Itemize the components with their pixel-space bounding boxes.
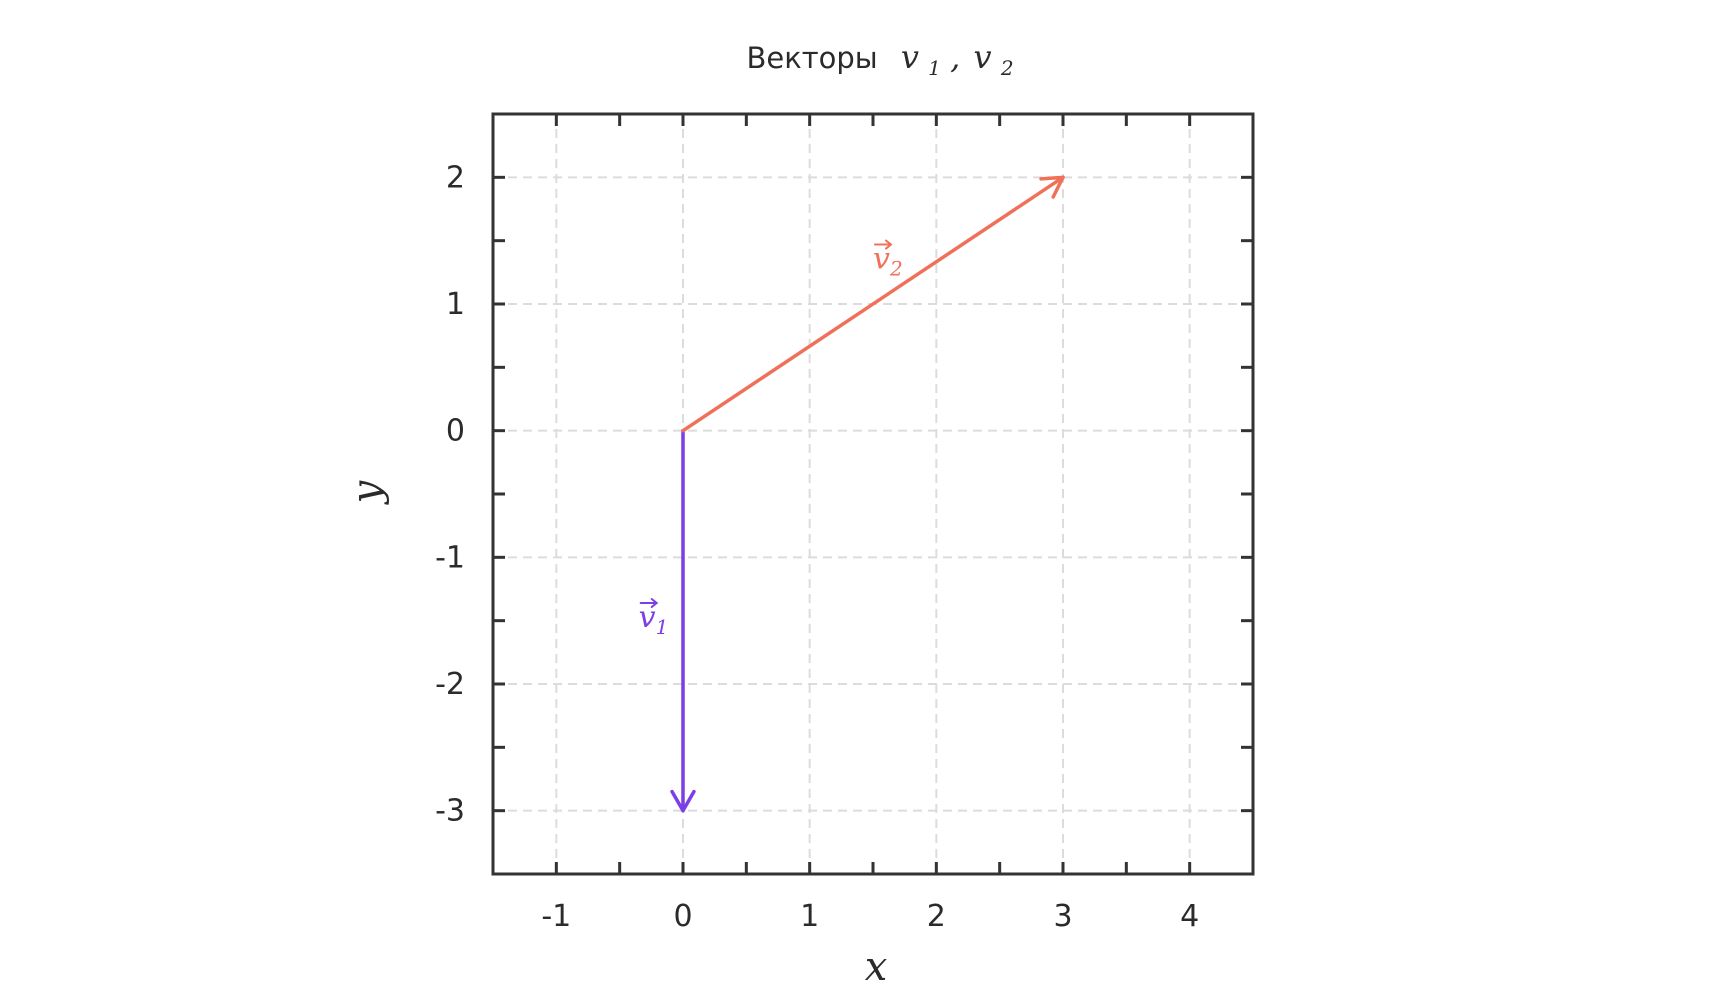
vector-v2-label-text: v2 <box>873 242 903 281</box>
vector-v1-label-arrow <box>639 598 659 608</box>
vector-v2-label: v2 <box>873 239 903 281</box>
y-tick-label: -2 <box>435 667 465 702</box>
y-tick-label: 1 <box>446 287 465 322</box>
x-tick-label: 0 <box>673 899 692 934</box>
y-tick-label: 0 <box>446 414 465 449</box>
x-tick-label: -1 <box>541 899 571 934</box>
vector-v2-label-arrow <box>874 239 893 250</box>
x-tick-label: 2 <box>927 899 946 934</box>
vector-v2-arrowhead <box>1039 175 1065 199</box>
plot-frame <box>491 112 1255 876</box>
vector-v1-label-sub: 1 <box>656 615 669 639</box>
vector-v2 <box>681 175 1065 433</box>
x-axis-label: x <box>865 944 888 990</box>
x-tick-label: 3 <box>1053 899 1072 934</box>
vector-v2-shaft <box>681 175 1065 433</box>
title-separator: , <box>950 38 960 76</box>
y-tick-label: -1 <box>435 540 465 575</box>
title-v2-sub: 2 <box>1000 56 1014 80</box>
title-prefix: Векторы <box>746 41 877 75</box>
chart-title: Векторы v 1 , v 2 <box>746 38 1013 82</box>
y-axis-label: y <box>344 479 390 505</box>
title-v1-base: v <box>901 38 919 76</box>
vector-layer <box>670 175 1065 813</box>
x-tick-label: 4 <box>1180 899 1199 934</box>
y-tick-label: 2 <box>446 160 465 195</box>
vector-v2-label-base: v <box>873 242 890 277</box>
vector-v1 <box>670 428 696 813</box>
vector-v1-label: v1 <box>639 598 669 639</box>
vector-v1-label-text: v1 <box>639 600 669 639</box>
y-tick-label: -3 <box>435 794 465 829</box>
tick-layer <box>493 114 1253 874</box>
vector-v1-label-base: v <box>639 600 656 635</box>
vector-v1-arrowhead <box>670 789 696 813</box>
title-v1-sub: 1 <box>928 56 941 80</box>
vector-v2-label-sub: 2 <box>889 257 903 281</box>
grid-layer <box>493 114 1253 874</box>
x-tick-label: 1 <box>800 899 819 934</box>
title-v2-base: v <box>974 38 992 76</box>
